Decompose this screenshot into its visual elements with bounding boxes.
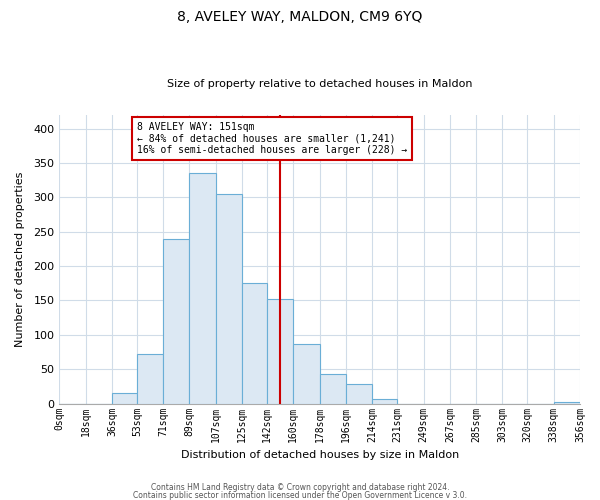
Title: Size of property relative to detached houses in Maldon: Size of property relative to detached ho…: [167, 79, 472, 89]
Bar: [293, 344, 320, 404]
Bar: [112, 394, 137, 404]
Text: 8, AVELEY WAY, MALDON, CM9 6YQ: 8, AVELEY WAY, MALDON, CM9 6YQ: [178, 10, 422, 24]
Text: 8 AVELEY WAY: 151sqm
← 84% of detached houses are smaller (1,241)
16% of semi-de: 8 AVELEY WAY: 151sqm ← 84% of detached h…: [137, 122, 407, 155]
Bar: [190, 173, 216, 404]
Bar: [320, 374, 346, 404]
X-axis label: Distribution of detached houses by size in Maldon: Distribution of detached houses by size …: [181, 450, 459, 460]
Bar: [216, 194, 242, 404]
Text: Contains HM Land Registry data © Crown copyright and database right 2024.: Contains HM Land Registry data © Crown c…: [151, 484, 449, 492]
Bar: [373, 399, 397, 404]
Y-axis label: Number of detached properties: Number of detached properties: [15, 172, 25, 347]
Bar: [267, 299, 293, 404]
Bar: [242, 284, 267, 404]
Text: Contains public sector information licensed under the Open Government Licence v : Contains public sector information licen…: [133, 490, 467, 500]
Bar: [554, 402, 580, 404]
Bar: [346, 384, 373, 404]
Bar: [163, 238, 190, 404]
Bar: [137, 354, 163, 404]
